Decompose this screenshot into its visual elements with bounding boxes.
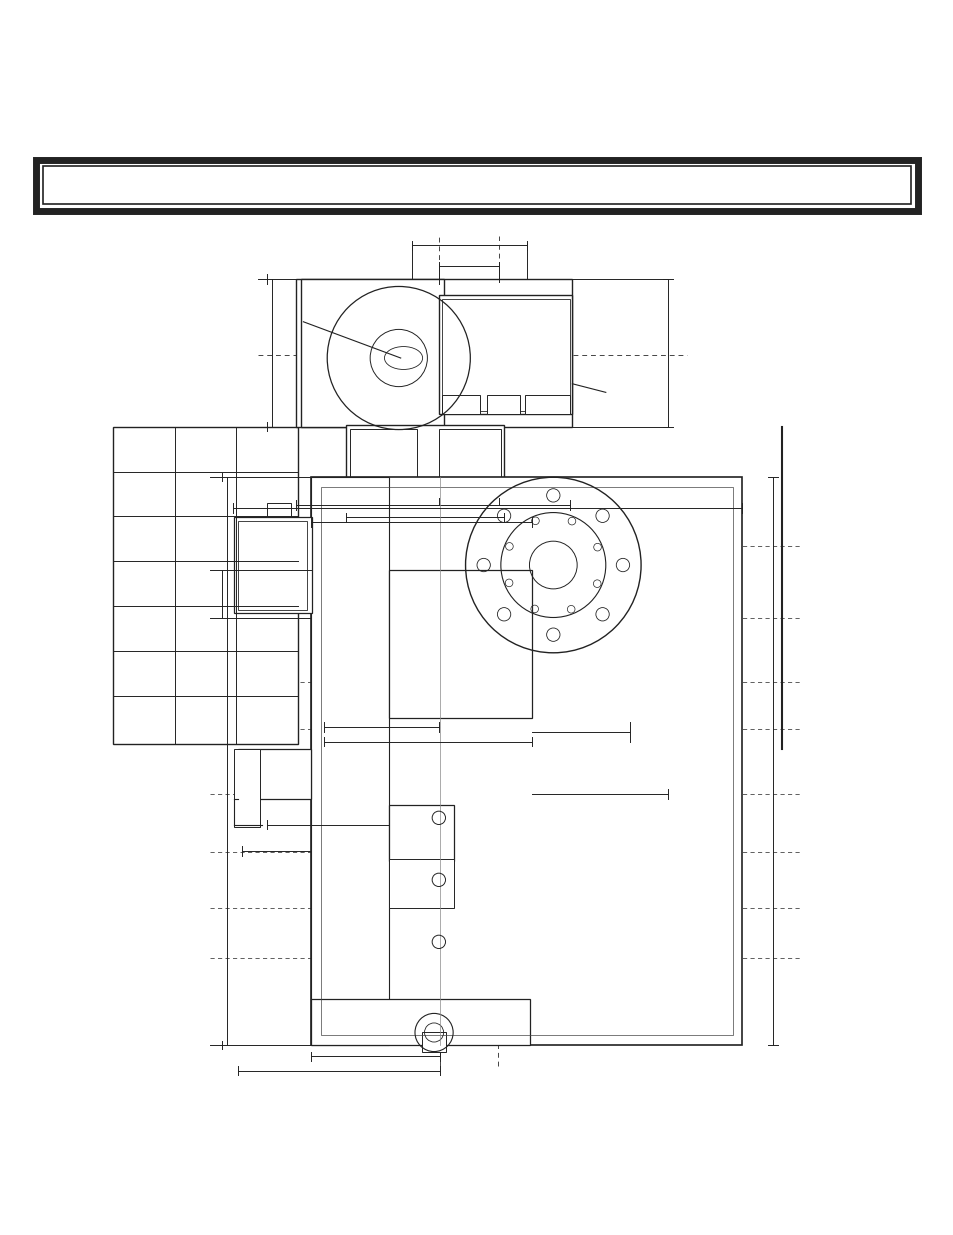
Bar: [311, 477, 389, 1045]
Bar: [233, 517, 312, 613]
Bar: [438, 429, 500, 490]
Bar: [112, 427, 297, 745]
Bar: [486, 395, 519, 414]
Bar: [389, 569, 532, 718]
Bar: [295, 279, 572, 427]
Bar: [389, 805, 454, 861]
Bar: [438, 295, 572, 414]
Bar: [421, 1032, 445, 1051]
Bar: [320, 487, 732, 1035]
Bar: [350, 429, 416, 490]
Bar: [346, 425, 503, 494]
Bar: [43, 167, 910, 205]
Bar: [36, 159, 917, 211]
Bar: [233, 750, 260, 827]
Bar: [441, 299, 569, 411]
Bar: [389, 858, 454, 909]
Bar: [238, 750, 311, 799]
Bar: [311, 477, 741, 1045]
Bar: [524, 395, 570, 414]
Bar: [441, 395, 479, 414]
Bar: [311, 999, 530, 1045]
Bar: [238, 521, 307, 610]
Bar: [267, 503, 291, 517]
Bar: [300, 279, 443, 427]
